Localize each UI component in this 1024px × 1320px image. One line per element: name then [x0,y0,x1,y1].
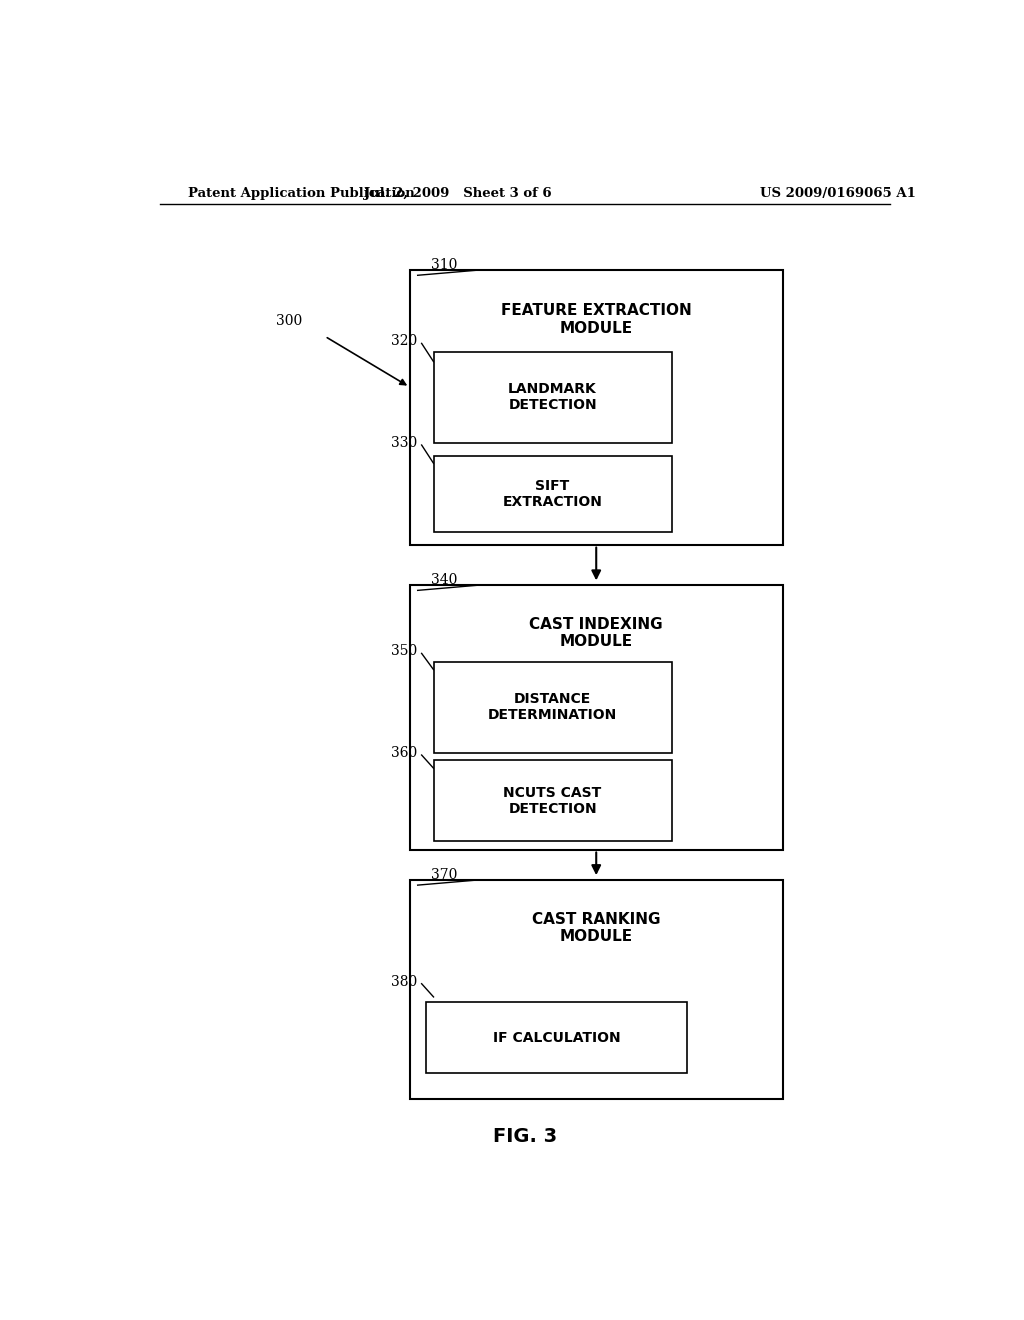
Bar [410,880,782,1098]
Bar [410,585,782,850]
Text: CAST INDEXING
MODULE: CAST INDEXING MODULE [529,616,663,649]
Text: FEATURE EXTRACTION
MODULE: FEATURE EXTRACTION MODULE [501,304,691,335]
Text: NCUTS CAST
DETECTION: NCUTS CAST DETECTION [504,785,602,816]
Text: DISTANCE
DETERMINATION: DISTANCE DETERMINATION [488,692,617,722]
Text: 310: 310 [431,259,458,272]
Bar [426,1002,687,1073]
Bar [433,760,672,841]
Text: 300: 300 [276,314,303,329]
Text: IF CALCULATION: IF CALCULATION [493,1031,621,1044]
Text: LANDMARK
DETECTION: LANDMARK DETECTION [508,383,597,412]
Text: US 2009/0169065 A1: US 2009/0169065 A1 [761,187,916,201]
Bar [433,351,672,444]
Text: FIG. 3: FIG. 3 [493,1127,557,1146]
Text: Jul. 2, 2009   Sheet 3 of 6: Jul. 2, 2009 Sheet 3 of 6 [364,187,551,201]
Text: SIFT
EXTRACTION: SIFT EXTRACTION [503,479,602,510]
Bar [433,661,672,752]
Text: 380: 380 [391,974,418,989]
Bar [410,271,782,545]
Text: 350: 350 [391,644,418,659]
Text: 370: 370 [431,869,458,882]
Text: 320: 320 [391,334,418,348]
Text: 360: 360 [391,746,418,760]
Text: 330: 330 [391,436,418,450]
Text: Patent Application Publication: Patent Application Publication [187,187,415,201]
Bar [433,457,672,532]
Text: 340: 340 [431,573,458,587]
Text: CAST RANKING
MODULE: CAST RANKING MODULE [532,912,660,944]
